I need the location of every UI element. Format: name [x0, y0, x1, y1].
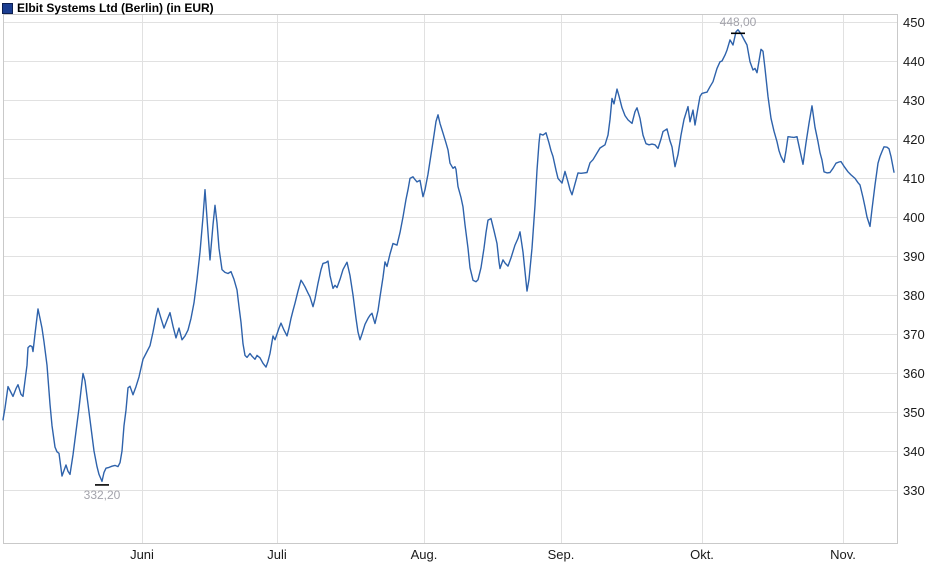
x-axis-label: Aug.	[410, 547, 438, 562]
x-axis-label: Okt.	[690, 547, 714, 562]
chart-title: Elbit Systems Ltd (Berlin) (in EUR)	[17, 1, 214, 15]
y-axis-label: 410	[903, 170, 925, 186]
x-axis-label: Juli	[267, 547, 287, 562]
y-axis-label: 350	[903, 404, 925, 420]
legend-marker	[2, 3, 13, 14]
x-axis-label: Sep.	[547, 547, 575, 562]
y-axis-label: 340	[903, 443, 925, 459]
x-axis-label: Juni	[130, 547, 154, 562]
x-axis-label: Nov.	[830, 547, 856, 562]
high-annotation: 448,00	[719, 14, 757, 29]
y-axis-label: 380	[903, 287, 925, 303]
price-line	[2, 29, 895, 483]
low-annotation: 332,20	[83, 488, 121, 503]
y-axis-label: 330	[903, 482, 925, 498]
y-axis-label: 370	[903, 326, 925, 342]
y-axis-label: 420	[903, 131, 925, 147]
y-axis-label: 400	[903, 209, 925, 225]
y-axis-label: 390	[903, 248, 925, 264]
y-axis-label: 440	[903, 53, 925, 69]
y-axis-label: 430	[903, 92, 925, 108]
y-axis-label: 450	[903, 14, 925, 30]
y-axis-label: 360	[903, 365, 925, 381]
plot-border	[3, 14, 898, 544]
